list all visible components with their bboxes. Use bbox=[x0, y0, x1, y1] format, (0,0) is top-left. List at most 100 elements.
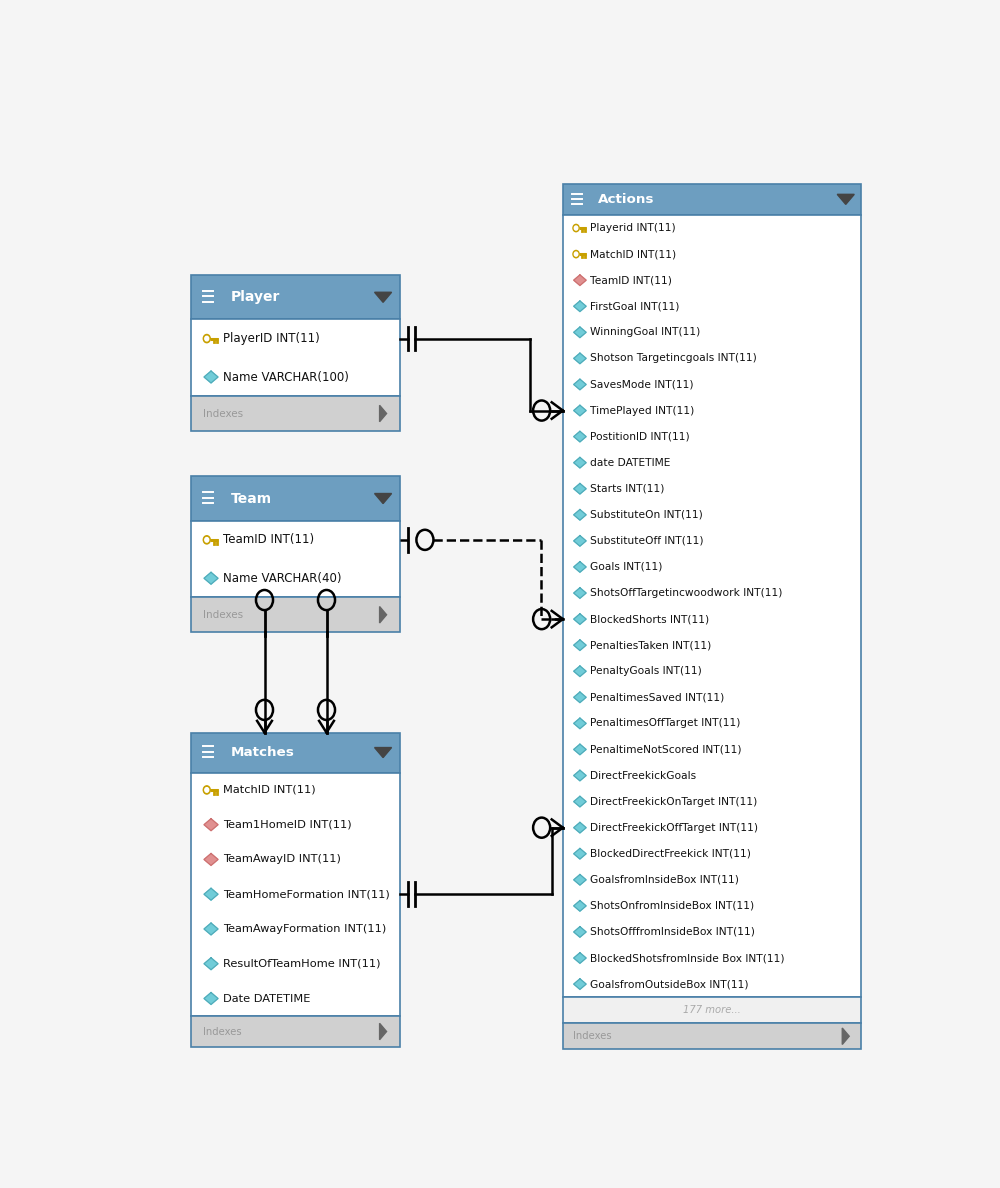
FancyBboxPatch shape bbox=[563, 1023, 861, 1049]
Text: Matches: Matches bbox=[231, 746, 295, 759]
Polygon shape bbox=[574, 562, 586, 573]
Text: Player: Player bbox=[231, 290, 281, 304]
Text: Indexes: Indexes bbox=[573, 1031, 612, 1041]
Text: Name VARCHAR(40): Name VARCHAR(40) bbox=[223, 571, 342, 584]
Circle shape bbox=[203, 335, 210, 342]
Text: Team1HomeID INT(11): Team1HomeID INT(11) bbox=[223, 820, 352, 829]
Polygon shape bbox=[574, 405, 586, 416]
Text: Team: Team bbox=[231, 492, 272, 506]
Polygon shape bbox=[574, 536, 586, 546]
Text: PenaltimesOffTarget INT(11): PenaltimesOffTarget INT(11) bbox=[590, 719, 740, 728]
Polygon shape bbox=[204, 958, 218, 969]
Text: ResultOfTeamHome INT(11): ResultOfTeamHome INT(11) bbox=[223, 959, 381, 968]
Polygon shape bbox=[204, 853, 218, 865]
Text: 177 more...: 177 more... bbox=[683, 1005, 741, 1016]
FancyBboxPatch shape bbox=[191, 772, 400, 1016]
Text: PlayerID INT(11): PlayerID INT(11) bbox=[223, 333, 320, 345]
FancyBboxPatch shape bbox=[563, 997, 861, 1023]
Circle shape bbox=[203, 785, 210, 794]
Text: SavesMode INT(11): SavesMode INT(11) bbox=[590, 379, 694, 390]
Polygon shape bbox=[375, 493, 392, 504]
Text: Indexes: Indexes bbox=[203, 609, 243, 620]
Polygon shape bbox=[574, 718, 586, 728]
Polygon shape bbox=[837, 195, 854, 204]
Text: BlockedShotsfromInside Box INT(11): BlockedShotsfromInside Box INT(11) bbox=[590, 953, 784, 963]
Polygon shape bbox=[380, 1023, 387, 1040]
Text: Indexes: Indexes bbox=[203, 409, 243, 418]
Polygon shape bbox=[574, 796, 586, 807]
FancyBboxPatch shape bbox=[191, 733, 400, 772]
Text: DirectFreekickGoals: DirectFreekickGoals bbox=[590, 771, 696, 781]
FancyBboxPatch shape bbox=[191, 320, 400, 397]
FancyBboxPatch shape bbox=[191, 476, 400, 520]
FancyBboxPatch shape bbox=[191, 598, 400, 632]
Text: BlockedShorts INT(11): BlockedShorts INT(11) bbox=[590, 614, 709, 624]
FancyBboxPatch shape bbox=[563, 215, 861, 997]
Polygon shape bbox=[204, 889, 218, 901]
Polygon shape bbox=[574, 848, 586, 859]
Polygon shape bbox=[204, 923, 218, 935]
Text: Date DATETIME: Date DATETIME bbox=[223, 993, 311, 1004]
Polygon shape bbox=[574, 274, 586, 285]
Polygon shape bbox=[574, 953, 586, 963]
Polygon shape bbox=[574, 770, 586, 781]
Polygon shape bbox=[574, 822, 586, 833]
Text: TeamID INT(11): TeamID INT(11) bbox=[590, 276, 672, 285]
Polygon shape bbox=[375, 292, 392, 302]
Polygon shape bbox=[574, 379, 586, 390]
Text: GoalsfromOutsideBox INT(11): GoalsfromOutsideBox INT(11) bbox=[590, 979, 748, 990]
Text: date DATETIME: date DATETIME bbox=[590, 457, 670, 468]
Text: Playerid INT(11): Playerid INT(11) bbox=[590, 223, 676, 233]
Text: Goals INT(11): Goals INT(11) bbox=[590, 562, 662, 571]
Circle shape bbox=[205, 537, 209, 542]
FancyBboxPatch shape bbox=[191, 520, 400, 598]
Polygon shape bbox=[574, 874, 586, 885]
Polygon shape bbox=[375, 747, 392, 758]
Polygon shape bbox=[204, 573, 218, 584]
Text: Name VARCHAR(100): Name VARCHAR(100) bbox=[223, 371, 349, 384]
Text: WinningGoal INT(11): WinningGoal INT(11) bbox=[590, 328, 700, 337]
Text: DirectFreekickOffTarget INT(11): DirectFreekickOffTarget INT(11) bbox=[590, 822, 758, 833]
Polygon shape bbox=[574, 927, 586, 937]
Text: Indexes: Indexes bbox=[203, 1026, 242, 1036]
Polygon shape bbox=[574, 510, 586, 520]
Polygon shape bbox=[574, 744, 586, 754]
Text: TimePlayed INT(11): TimePlayed INT(11) bbox=[590, 405, 694, 416]
Text: SubstituteOff INT(11): SubstituteOff INT(11) bbox=[590, 536, 704, 546]
Polygon shape bbox=[380, 607, 387, 623]
Polygon shape bbox=[204, 992, 218, 1004]
Polygon shape bbox=[574, 301, 586, 311]
Polygon shape bbox=[574, 484, 586, 494]
Text: BlockedDirectFreekick INT(11): BlockedDirectFreekick INT(11) bbox=[590, 848, 751, 859]
Text: MatchID INT(11): MatchID INT(11) bbox=[223, 785, 316, 795]
Polygon shape bbox=[574, 353, 586, 364]
Polygon shape bbox=[574, 640, 586, 651]
Text: GoalsfromInsideBox INT(11): GoalsfromInsideBox INT(11) bbox=[590, 874, 739, 885]
FancyBboxPatch shape bbox=[191, 397, 400, 431]
Text: TeamAwayFormation INT(11): TeamAwayFormation INT(11) bbox=[223, 924, 387, 934]
Circle shape bbox=[574, 226, 578, 230]
Polygon shape bbox=[574, 614, 586, 625]
Circle shape bbox=[205, 336, 209, 341]
Text: ShotsOnfromInsideBox INT(11): ShotsOnfromInsideBox INT(11) bbox=[590, 901, 754, 911]
Text: MatchID INT(11): MatchID INT(11) bbox=[590, 249, 676, 259]
Polygon shape bbox=[574, 431, 586, 442]
Polygon shape bbox=[574, 327, 586, 337]
Polygon shape bbox=[574, 588, 586, 599]
Polygon shape bbox=[574, 457, 586, 468]
Text: PostitionID INT(11): PostitionID INT(11) bbox=[590, 431, 690, 442]
Text: ShotsOfffromInsideBox INT(11): ShotsOfffromInsideBox INT(11) bbox=[590, 927, 755, 937]
Text: TeamID INT(11): TeamID INT(11) bbox=[223, 533, 315, 546]
Text: PenaltyGoals INT(11): PenaltyGoals INT(11) bbox=[590, 666, 702, 676]
Text: FirstGoal INT(11): FirstGoal INT(11) bbox=[590, 302, 679, 311]
Polygon shape bbox=[380, 405, 387, 422]
Circle shape bbox=[205, 788, 209, 792]
Text: PenaltimeNotScored INT(11): PenaltimeNotScored INT(11) bbox=[590, 745, 742, 754]
Text: ShotsOffTargetincwoodwork INT(11): ShotsOffTargetincwoodwork INT(11) bbox=[590, 588, 782, 598]
Polygon shape bbox=[204, 819, 218, 830]
FancyBboxPatch shape bbox=[191, 276, 400, 320]
Text: Shotson Targetincgoals INT(11): Shotson Targetincgoals INT(11) bbox=[590, 353, 757, 364]
Text: TeamAwayID INT(11): TeamAwayID INT(11) bbox=[223, 854, 341, 865]
Text: SubstituteOn INT(11): SubstituteOn INT(11) bbox=[590, 510, 703, 520]
Text: Actions: Actions bbox=[598, 192, 654, 206]
